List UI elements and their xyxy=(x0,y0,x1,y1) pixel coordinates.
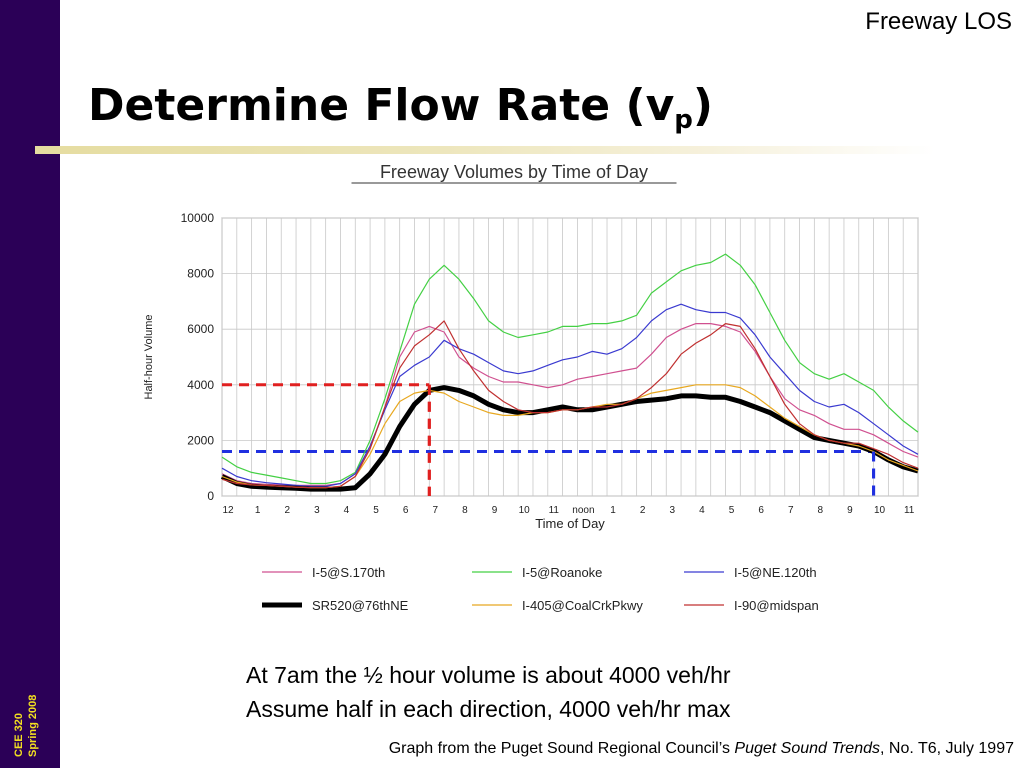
x-tick-label: 3 xyxy=(314,505,320,516)
chart-title: Freeway Volumes by Time of Day xyxy=(380,162,648,182)
legend-label: SR520@76thNE xyxy=(312,598,409,613)
x-tick-label: 11 xyxy=(904,505,915,516)
title-subscript: p xyxy=(674,105,693,135)
source-prefix: Graph from the Puget Sound Regional Coun… xyxy=(388,740,735,757)
title-text: Determine Flow Rate (v xyxy=(88,80,675,131)
y-tick-label: 0 xyxy=(207,489,214,503)
x-tick-label: 9 xyxy=(492,505,498,516)
x-tick-label: 10 xyxy=(874,505,886,516)
source-suffix: , No. T6, July 1997 xyxy=(880,740,1014,757)
sidebar: CEE 320 Spring 2008 xyxy=(0,0,60,768)
legend-label: I-405@CoalCrkPkwy xyxy=(522,598,643,613)
x-tick-label: 9 xyxy=(847,505,853,516)
series-line-5 xyxy=(221,320,919,489)
note-line-2: Assume half in each direction, 4000 veh/… xyxy=(246,696,731,722)
x-tick-label: 3 xyxy=(669,505,675,516)
section-label: Freeway LOS xyxy=(865,8,1012,35)
legend-label: I-5@Roanoke xyxy=(522,565,602,580)
x-tick-label: 5 xyxy=(729,505,735,516)
x-tick-label: 11 xyxy=(549,505,560,516)
series-line-3 xyxy=(220,385,919,492)
y-tick-label: 2000 xyxy=(187,433,214,447)
x-tick-label: 1 xyxy=(255,505,261,516)
x-axis-label: Time of Day xyxy=(535,516,605,531)
y-axis-label: Half-hour Volume xyxy=(143,315,155,400)
x-tick-label: 8 xyxy=(818,505,824,516)
series-line-1 xyxy=(221,253,919,485)
y-tick-label: 4000 xyxy=(187,378,214,392)
x-tick-label: 10 xyxy=(519,505,531,516)
plot-area xyxy=(221,217,919,497)
y-tick-label: 8000 xyxy=(187,267,214,281)
legend-label: I-5@NE.120th xyxy=(734,565,817,580)
source-citation: Graph from the Puget Sound Regional Coun… xyxy=(389,740,1014,758)
x-tick-label: 7 xyxy=(788,505,794,516)
x-tick-label: noon xyxy=(572,505,594,516)
title-close: ) xyxy=(692,80,713,131)
x-tick-label: 4 xyxy=(344,505,350,516)
x-tick-label: 2 xyxy=(640,505,646,516)
series-line-2 xyxy=(221,303,919,487)
note-line-1: At 7am the ½ hour volume is about 4000 v… xyxy=(246,662,731,688)
y-tick-label: 10000 xyxy=(181,211,215,225)
x-tick-label: 8 xyxy=(462,505,468,516)
source-italic: Puget Sound Trends xyxy=(734,740,880,757)
legend-label: I-90@midspan xyxy=(734,598,819,613)
x-tick-label: 6 xyxy=(403,505,409,516)
x-tick-label: 1 xyxy=(610,505,616,516)
x-tick-label: 4 xyxy=(699,505,705,516)
slide-title: Determine Flow Rate (vp) xyxy=(88,80,713,135)
legend-label: I-5@S.170th xyxy=(312,565,385,580)
x-tick-label: 12 xyxy=(222,505,234,516)
title-rule xyxy=(35,146,935,154)
y-tick-label: 6000 xyxy=(187,322,214,336)
x-tick-label: 5 xyxy=(373,505,379,516)
x-tick-label: 7 xyxy=(433,505,439,516)
x-tick-label: 2 xyxy=(284,505,290,516)
x-tick-label: 6 xyxy=(758,505,764,516)
